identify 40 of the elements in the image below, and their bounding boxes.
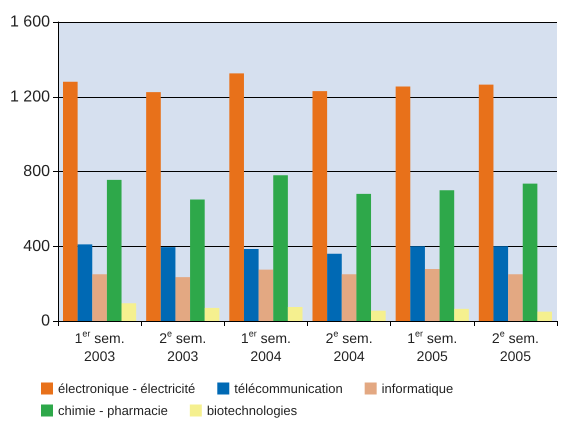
bar: [493, 246, 508, 321]
y-tick-label: 0: [41, 312, 50, 330]
bar: [424, 269, 440, 321]
legend-label: informatique: [382, 381, 454, 396]
bar: [160, 247, 176, 321]
bar: [371, 310, 386, 321]
bar: [244, 249, 259, 321]
y-tick-label: 400: [23, 238, 50, 255]
y-tick-label: 800: [23, 163, 50, 180]
bar: [62, 82, 78, 321]
bar: [92, 274, 107, 321]
bar: [146, 92, 161, 321]
legend-label: chimie - pharmacie: [58, 403, 168, 418]
bar: [342, 274, 356, 321]
bar: [273, 175, 288, 321]
bar: [396, 86, 410, 321]
bar: [440, 190, 454, 321]
bar: [327, 254, 342, 321]
bar: [508, 274, 523, 321]
bar: [478, 84, 494, 321]
bar: [122, 303, 136, 321]
legend-label: télécommunication: [234, 381, 343, 396]
bar: [78, 244, 92, 321]
bar: [258, 270, 274, 321]
bar: [356, 194, 372, 321]
y-tick-label: 1 200: [10, 88, 50, 106]
bar: [190, 200, 205, 321]
bar: [410, 246, 425, 321]
bar: [175, 277, 190, 321]
bar: [454, 308, 469, 321]
bar: [288, 306, 303, 321]
legend-label: électronique - électricité: [58, 381, 196, 396]
legend-label: biotechnologies: [206, 403, 298, 418]
bar: [312, 91, 328, 321]
bar: [106, 180, 122, 321]
bar: [204, 308, 220, 321]
bar: [229, 73, 244, 321]
y-tick-label: 1 600: [10, 14, 50, 30]
bar: [537, 312, 552, 321]
bar: [522, 184, 538, 321]
